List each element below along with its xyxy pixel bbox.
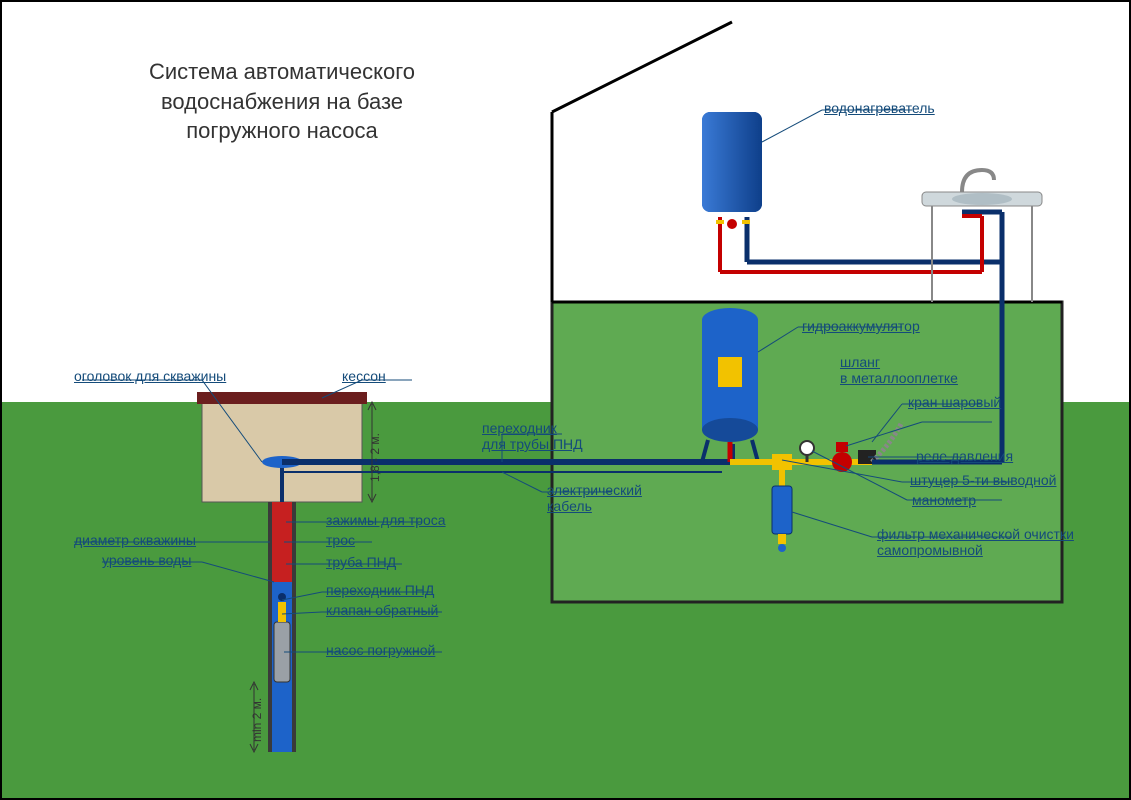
lbl-elec-cable2: кабель [547, 498, 592, 514]
lbl-fitting5: штуцер 5-ти выводной [910, 472, 1056, 488]
lbl-rope: трос [326, 532, 355, 548]
depth-caisson: 1,8 - 2 м. [368, 433, 382, 482]
lbl-pnd-adapter: переходник ПНД [326, 582, 434, 598]
lbl-adapter-pnd: переходник [482, 420, 557, 436]
pnd-adapter [278, 602, 286, 622]
accumulator-label-plate [718, 357, 742, 387]
lbl-well-diameter: диаметр скважины [74, 532, 196, 548]
filter [772, 486, 792, 534]
lbl-well-head: оголовок для скважины [74, 368, 226, 384]
lbl-pressure-relay: реле давления [916, 448, 1013, 464]
lbl-hydro-accumulator: гидроаккумулятор [802, 318, 920, 334]
diagram-canvas: Система автоматическоговодоснабжения на … [0, 0, 1131, 800]
lbl-adapter-pnd2: для трубы ПНД [482, 436, 583, 452]
lbl-manometer: манометр [912, 492, 976, 508]
lbl-caisson: кессон [342, 368, 386, 384]
lbl-cable-clamps: зажимы для троса [326, 512, 446, 528]
fitting-5way [772, 454, 792, 470]
lbl-pnd-pipe: труба ПНД [326, 554, 396, 570]
lbl-filter1: фильтр механической очистки [877, 526, 1074, 542]
lbl-check-valve: клапан обратный [326, 602, 438, 618]
lbl-water-heater: водонагреватель [824, 100, 935, 116]
lbl-water-level: уровень воды [102, 552, 191, 568]
roof-line [552, 22, 732, 112]
lbl-filter2: самопромывной [877, 542, 983, 558]
caisson-lid [197, 392, 367, 404]
lbl-ball-valve: кран шаровый [908, 394, 1001, 410]
heater-valve [727, 219, 737, 229]
ball-valve [832, 452, 852, 472]
lbl-hose: шланг [840, 354, 880, 370]
depth-min: min 2 м. [250, 698, 264, 742]
lbl-hose2: в металлооплетке [840, 370, 958, 386]
faucet [962, 170, 994, 192]
manometer [800, 441, 814, 455]
lbl-submersible-pump: насос погружной [326, 642, 435, 658]
lbl-elec-cable: электрический [547, 482, 642, 498]
